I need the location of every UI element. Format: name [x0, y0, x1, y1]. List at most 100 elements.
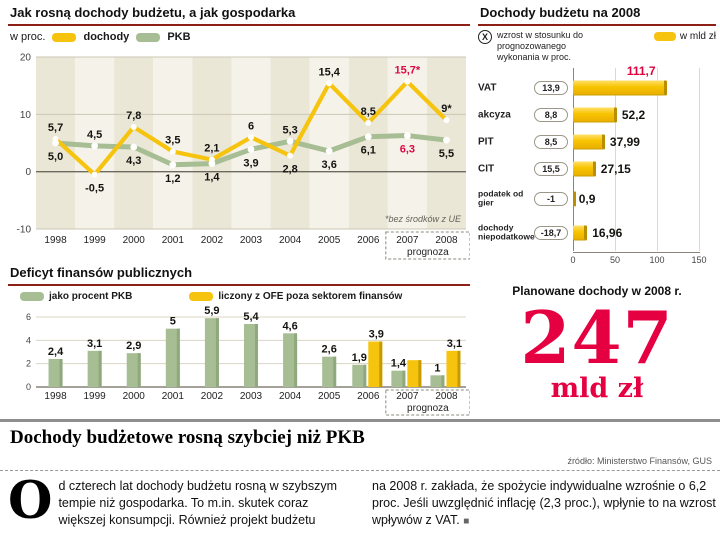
dashed-divider — [0, 470, 720, 471]
bar-shade — [176, 328, 180, 387]
x-year-label: 2002 — [201, 235, 224, 246]
drop-cap: O — [8, 471, 53, 531]
revenue-bar — [573, 225, 588, 240]
x-year-label: 2007 — [396, 235, 419, 246]
pkb-legend-label: PKB — [167, 31, 191, 43]
marker-dochody — [52, 135, 59, 142]
pct-change-pill: 15,5 — [534, 161, 568, 176]
bar-value-label: 2,4 — [48, 346, 64, 358]
plot-stripe — [387, 57, 427, 229]
deficit-bar-pkb — [283, 333, 298, 387]
article-text-2: na 2008 r. zakłada, że spożycie indywidu… — [372, 479, 716, 527]
bar-shade — [137, 353, 141, 387]
deficit-bar-pkb — [87, 350, 102, 387]
deficit-bar-chart: 6 4 2 0 2,4 3,1 2,9 5 5,9 5,4 4,6 2,6 1,93,9 1,4 1 3,1 1… — [26, 305, 471, 416]
pct-change-pill: 8,5 — [534, 134, 568, 149]
x-year-label: 1999 — [84, 235, 107, 246]
bar-value-label: 16,96 — [592, 225, 623, 240]
bar-value-label: 3,1 — [447, 338, 462, 350]
deficit-bar-pkb — [322, 356, 337, 387]
y-tick-label: 10 — [20, 110, 32, 121]
marker-PKB — [364, 133, 372, 141]
bar-shade — [441, 375, 445, 387]
marker-PKB — [247, 145, 255, 153]
point-label: 6,3 — [400, 144, 415, 156]
point-label: 3,9 — [243, 157, 258, 169]
pct-change-pill: 8,8 — [534, 107, 568, 122]
bar-shade — [255, 324, 258, 387]
category-label: akcyza — [478, 108, 511, 120]
x-gridline — [573, 68, 574, 251]
deficit-bar-pkb — [391, 370, 406, 387]
point-label: 15,7* — [395, 65, 421, 77]
revenue-bar — [573, 134, 605, 149]
deficit-ofe-legend-label: liczony z OFE poza sektorem finansów — [218, 291, 403, 302]
revenue-row-akcyza: akcyza 8,8 52,2 — [478, 101, 716, 128]
marker-PKB — [325, 147, 333, 155]
bar-shade — [294, 333, 298, 387]
point-label: 9* — [441, 103, 452, 115]
deficit-bar-ofe — [446, 350, 461, 387]
x-year-label: 2008 — [435, 235, 458, 246]
marker-dochody — [91, 171, 98, 178]
chart3-legend: jako procent PKB liczony z OFE poza sekt… — [20, 290, 470, 303]
category-label: PIT — [478, 135, 494, 147]
marker-dochody — [326, 80, 333, 87]
chart1-title: Jak rosną dochody budżetu, a jak gospoda… — [10, 5, 296, 20]
y-tick-label: 20 — [20, 53, 32, 64]
mld-swatch-icon — [653, 32, 676, 41]
unit-label: w proc. — [10, 31, 46, 43]
article-column-2: na 2008 r. zakłada, że spożycie indywidu… — [372, 478, 716, 529]
section-divider — [0, 419, 720, 422]
dochody-swatch-icon — [52, 32, 77, 42]
marker-dochody — [365, 119, 372, 126]
planned-revenue-value: 247 — [520, 295, 674, 380]
plot-stripe — [192, 57, 232, 229]
revenue-bar — [573, 161, 596, 176]
bar-shade — [379, 341, 383, 387]
bar-value-label: 1 — [434, 362, 440, 374]
x-year-label: 2005 — [318, 391, 341, 402]
x-circle-icon: X — [478, 30, 492, 44]
chart2-title: Dochody budżetu na 2008 — [480, 5, 641, 20]
deficit-bar-pkb — [352, 364, 367, 387]
panel-budget-revenue-2008: Dochody budżetu na 2008 X wzrost w stosu… — [478, 4, 716, 404]
chart2-legend: X wzrost w stosunku do prognozowanego wy… — [478, 30, 716, 72]
x-year-label: 2002 — [201, 391, 224, 402]
bar-value-label: 2,6 — [322, 344, 337, 356]
forecast-label: prognoza — [407, 403, 449, 414]
x-gridline — [699, 68, 700, 251]
category-label: podatek od gier — [478, 187, 524, 208]
point-label: 2,1 — [204, 143, 219, 155]
x-tick-label: 0 — [570, 255, 576, 265]
dochody-legend-label: dochody — [83, 31, 130, 43]
y-tick-label: 2 — [26, 359, 31, 369]
point-label: 15,4 — [318, 66, 340, 78]
x-tick-label: 100 — [649, 255, 665, 265]
y-tick-label: 0 — [26, 382, 31, 392]
chart2-title-rule — [478, 24, 716, 26]
revenue-bar — [573, 80, 667, 95]
panel-deficit: Deficyt finansów publicznych jako procen… — [8, 264, 471, 422]
deficit-bar-pkb — [165, 328, 180, 387]
x-tick-label: 150 — [691, 255, 707, 265]
marker-PKB — [169, 161, 177, 169]
pkb-swatch-icon — [136, 32, 161, 42]
revenue-row-cit: CIT 15,5 27,15 — [478, 155, 716, 182]
point-label: 3,6 — [322, 159, 337, 171]
bar-shade — [402, 370, 406, 387]
marker-PKB — [91, 142, 99, 150]
point-label: 4,5 — [87, 129, 102, 141]
chart-footnote: *bez środków z UE — [385, 214, 462, 224]
x-tick-label: 50 — [609, 255, 621, 265]
point-label: 7,8 — [126, 110, 141, 122]
point-label: 5,3 — [282, 124, 297, 136]
bar-shade — [333, 356, 337, 387]
bar-value-label: 111,7 — [626, 64, 656, 78]
point-label: 8,5 — [361, 106, 376, 118]
forecast-label: prognoza — [407, 247, 449, 258]
pct-legend-label: wzrost w stosunku do prognozowanego wyko… — [497, 30, 584, 62]
chart1-legend: w proc. dochody PKB — [10, 30, 470, 44]
pct-change-pill: 13,9 — [534, 80, 568, 95]
